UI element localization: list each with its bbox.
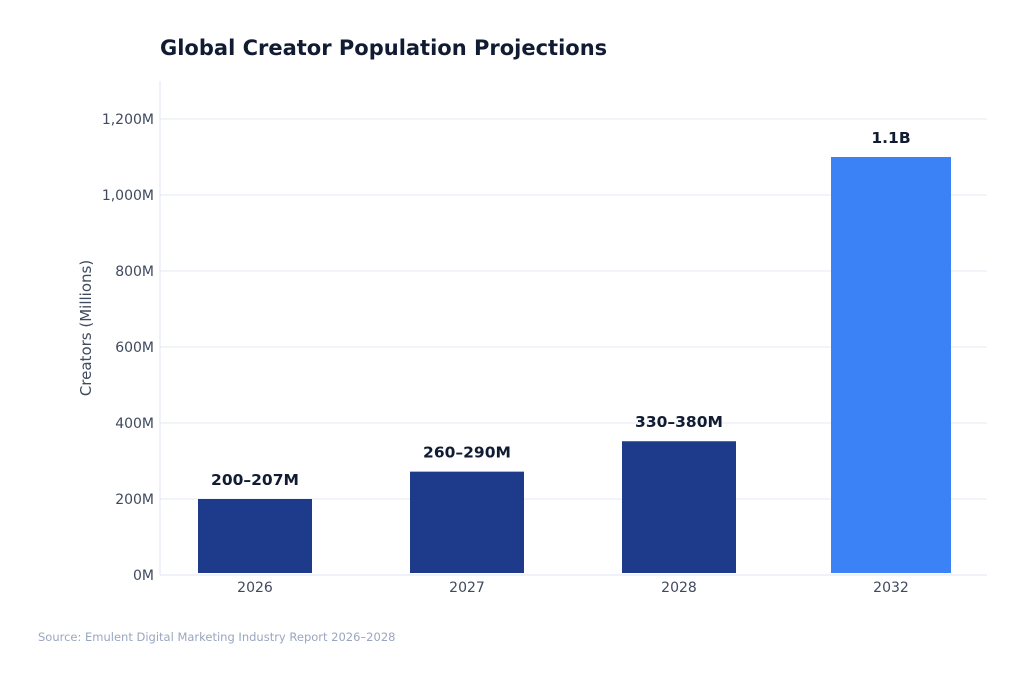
y-tick-label: 0M	[133, 568, 154, 584]
y-tick-label: 400M	[115, 416, 154, 432]
x-tick-label: 2028	[661, 580, 697, 596]
bar-2026	[198, 499, 312, 573]
bar-2032	[831, 157, 951, 573]
data-label: 260–290M	[423, 444, 511, 462]
bars: 200–207M 2026 260–290M 2027 330–380M 2028 1.1B…	[198, 129, 951, 596]
y-axis-label: Creators (Millions)	[77, 260, 95, 396]
y-tick-label: 600M	[115, 340, 154, 356]
y-axis-ticks: 0M 200M 400M 600M 800M 1,000M 1,200M	[102, 112, 154, 584]
bar-2027	[410, 471, 524, 573]
data-label: 330–380M	[635, 413, 723, 431]
data-label: 1.1B	[871, 129, 910, 147]
y-tick-label: 1,000M	[102, 188, 154, 204]
source-note: Source: Emulent Digital Marketing Indust…	[38, 630, 395, 644]
x-tick-label: 2027	[449, 580, 485, 596]
y-tick-label: 800M	[115, 264, 154, 280]
y-tick-label: 1,200M	[102, 112, 154, 128]
y-tick-label: 200M	[115, 492, 154, 508]
x-tick-label: 2032	[873, 580, 909, 596]
x-tick-label: 2026	[237, 580, 273, 596]
data-label: 200–207M	[211, 471, 299, 489]
bar-2028	[622, 441, 736, 573]
chart-title: Global Creator Population Projections	[160, 36, 607, 60]
